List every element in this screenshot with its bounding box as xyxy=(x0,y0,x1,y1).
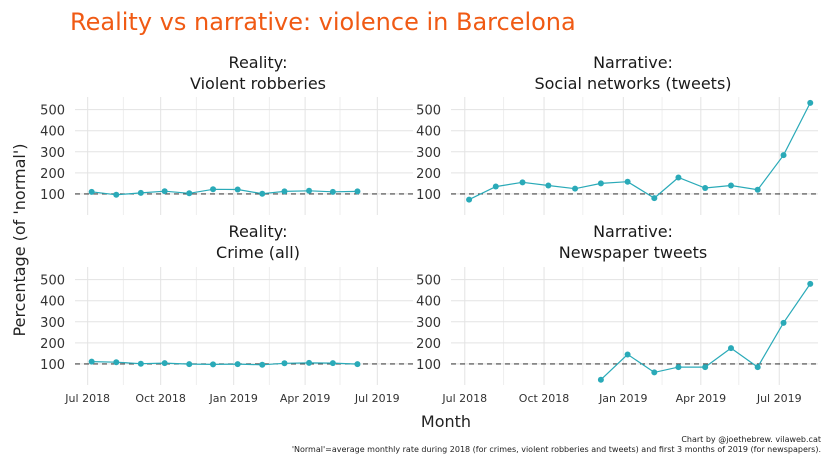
x-tick-label: Jul 2018 xyxy=(64,392,110,405)
data-point xyxy=(466,196,473,203)
x-axis-title: Month xyxy=(421,412,471,431)
y-tick-label: 500 xyxy=(416,104,441,119)
data-point xyxy=(186,190,193,197)
y-tick-label: 400 xyxy=(416,295,441,310)
y-tick-label: 200 xyxy=(416,167,441,182)
data-point xyxy=(259,361,266,368)
data-point xyxy=(492,183,499,190)
x-tick-label: Apr 2019 xyxy=(280,392,331,405)
x-tick-label: Oct 2018 xyxy=(135,392,186,405)
data-point xyxy=(113,359,120,366)
x-tick-label: Apr 2019 xyxy=(676,392,727,405)
y-tick-label: 100 xyxy=(416,188,441,203)
x-tick-label: Jan 2019 xyxy=(598,392,647,405)
y-tick-label: 300 xyxy=(416,316,441,331)
panel-title-line2: Crime (all) xyxy=(216,243,300,262)
data-point xyxy=(597,180,604,187)
data-point xyxy=(161,360,168,367)
data-point xyxy=(306,187,313,194)
data-point xyxy=(234,186,241,193)
data-point xyxy=(306,359,313,366)
data-point xyxy=(329,360,336,367)
y-tick-label: 300 xyxy=(416,146,441,161)
y-tick-label: 400 xyxy=(40,295,65,310)
chart-title: Reality vs narrative: violence in Barcel… xyxy=(70,8,576,36)
y-tick-label: 500 xyxy=(416,274,441,289)
data-point xyxy=(727,182,734,189)
data-point xyxy=(113,191,120,198)
data-point xyxy=(702,364,709,371)
y-tick-label: 100 xyxy=(40,358,65,373)
data-point xyxy=(161,188,168,195)
data-point xyxy=(651,369,658,376)
caption-note: 'Normal'=average monthly rate during 201… xyxy=(292,445,821,454)
data-point xyxy=(572,185,579,192)
y-tick-label: 500 xyxy=(40,274,65,289)
data-point xyxy=(780,152,787,159)
panel-title-line1: Narrative: xyxy=(593,53,673,72)
y-axis-title: Percentage (of 'normal') xyxy=(10,144,29,337)
data-point xyxy=(210,361,217,368)
y-tick-label: 200 xyxy=(40,337,65,352)
panel-title-line2: Social networks (tweets) xyxy=(534,74,731,93)
y-tick-label: 400 xyxy=(416,125,441,140)
data-point xyxy=(354,188,361,195)
data-point xyxy=(780,319,787,326)
panel-title-line1: Reality: xyxy=(229,53,288,72)
data-point xyxy=(545,182,552,189)
panel-newspaper-tweets: Narrative: Newspaper tweets xyxy=(559,222,708,262)
data-point xyxy=(675,364,682,371)
x-tick-label: Jul 2019 xyxy=(354,392,400,405)
panel-crime-all: Reality: Crime (all) xyxy=(216,222,300,262)
y-tick-label: 100 xyxy=(416,358,441,373)
data-point xyxy=(702,185,709,192)
x-tick-label: Jan 2019 xyxy=(208,392,257,405)
y-tick-label: 200 xyxy=(416,337,441,352)
data-point xyxy=(137,360,144,367)
data-point xyxy=(754,364,761,371)
data-point xyxy=(259,190,266,197)
data-point xyxy=(210,186,217,193)
y-tick-label: 100 xyxy=(40,188,65,203)
data-point xyxy=(137,189,144,196)
data-point xyxy=(354,361,361,368)
data-point xyxy=(624,351,631,358)
data-point xyxy=(597,376,604,383)
y-tick-label: 400 xyxy=(40,125,65,140)
data-point xyxy=(88,188,95,195)
data-point xyxy=(754,186,761,193)
series-line xyxy=(91,361,358,366)
data-point xyxy=(88,358,95,365)
data-point xyxy=(675,174,682,181)
x-tick-label: Jul 2019 xyxy=(756,392,802,405)
x-tick-label: Jul 2018 xyxy=(441,392,487,405)
panel-title-line1: Reality: xyxy=(229,222,288,241)
panel-social-networks: Narrative: Social networks (tweets) xyxy=(534,53,731,93)
data-point xyxy=(186,361,193,368)
y-tick-label: 300 xyxy=(40,146,65,161)
data-point xyxy=(727,345,734,352)
panel-title-line1: Narrative: xyxy=(593,222,673,241)
data-point xyxy=(624,178,631,185)
data-point xyxy=(281,360,288,367)
panel-title-line2: Violent robberies xyxy=(190,74,326,93)
series-line xyxy=(91,188,358,196)
data-point xyxy=(234,361,241,368)
data-point xyxy=(329,188,336,195)
plot-layer: 100 200 300 400 500 100 200 300 400 500 100 200 300 4… xyxy=(40,97,818,405)
data-point xyxy=(281,188,288,195)
series-line xyxy=(468,102,811,201)
panel-title-line2: Newspaper tweets xyxy=(559,243,708,262)
y-tick-label: 500 xyxy=(40,104,65,119)
y-tick-label: 200 xyxy=(40,167,65,182)
panel-violent-robberies: Reality: Violent robberies xyxy=(190,53,326,93)
data-point xyxy=(519,179,526,186)
data-point xyxy=(807,99,814,106)
data-point xyxy=(651,195,658,202)
y-tick-label: 300 xyxy=(40,316,65,331)
data-point xyxy=(807,280,814,287)
caption-credit: Chart by @joethebrew. vilaweb.cat xyxy=(681,435,821,444)
x-tick-label: Oct 2018 xyxy=(519,392,570,405)
